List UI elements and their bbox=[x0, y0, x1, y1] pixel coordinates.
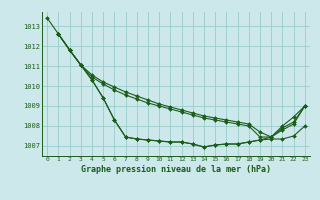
X-axis label: Graphe pression niveau de la mer (hPa): Graphe pression niveau de la mer (hPa) bbox=[81, 165, 271, 174]
